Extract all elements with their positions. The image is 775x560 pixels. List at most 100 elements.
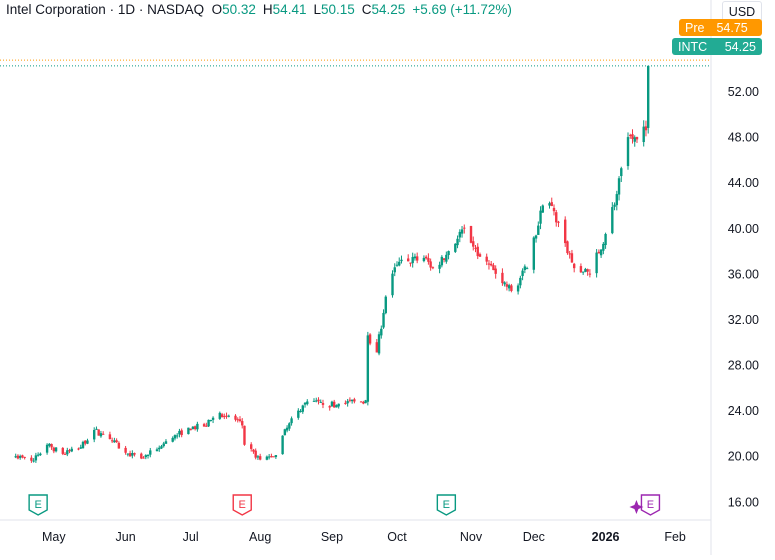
candle-body — [285, 427, 289, 431]
earnings-marker[interactable]: E — [436, 494, 457, 516]
candle-body — [415, 256, 419, 261]
x-tick-label: Oct — [387, 530, 407, 544]
legend-header: Intel Corporation · 1D · NASDAQ O 50.32 … — [6, 2, 512, 17]
candle-body — [332, 401, 336, 408]
candle-body — [572, 263, 576, 269]
change-value: +5.69 (+11.72%) — [412, 2, 512, 17]
candle-body — [458, 231, 461, 238]
y-tick-label: 24.00 — [728, 404, 759, 418]
y-tick-label: 40.00 — [728, 222, 759, 236]
candle-body — [438, 264, 441, 269]
candle-body — [366, 335, 370, 402]
candle-body — [427, 258, 430, 262]
candle-body — [39, 453, 42, 456]
candle-body — [223, 416, 226, 418]
candle-body — [611, 207, 614, 234]
candle-body — [283, 429, 287, 436]
last-price-tag: INTC 54.25 — [672, 38, 762, 55]
candle-body — [395, 264, 399, 266]
pre-market-label: Pre — [685, 20, 705, 35]
candle-body — [140, 453, 143, 459]
candle-body — [272, 456, 275, 458]
candle-body — [642, 126, 645, 143]
candle-body — [21, 455, 24, 458]
candle-body — [84, 440, 87, 444]
earnings-marker[interactable]: E — [28, 494, 48, 516]
candle-body — [472, 241, 475, 247]
candle-body — [615, 194, 618, 206]
candle-body — [469, 226, 473, 243]
candle-body — [613, 204, 616, 207]
candle-body — [633, 137, 636, 142]
high-label: H — [262, 2, 273, 17]
candle-body — [189, 428, 192, 431]
candle-body — [178, 430, 181, 435]
candle-body — [180, 430, 183, 436]
candle-body — [202, 424, 206, 427]
y-tick-label: 28.00 — [728, 359, 759, 373]
candle-body — [193, 426, 197, 430]
candle-body — [297, 410, 300, 418]
candle-body — [256, 456, 260, 458]
currency-button[interactable]: USD — [722, 1, 762, 23]
close-value: 54.25 — [371, 2, 406, 17]
candle-body — [368, 334, 372, 344]
candle-body — [238, 419, 242, 422]
candle-body — [146, 454, 150, 456]
candle-body — [70, 448, 73, 452]
candle-body — [110, 440, 114, 442]
candle-body — [595, 252, 598, 274]
candle-body — [581, 271, 585, 273]
candle-body — [126, 453, 130, 455]
candle-body — [557, 221, 560, 223]
candle-body — [359, 401, 363, 403]
earnings-marker-label: E — [443, 499, 450, 511]
candle-body — [299, 411, 302, 413]
candle-body — [330, 401, 334, 407]
candle-body — [400, 259, 403, 262]
candle-body — [631, 134, 634, 140]
candle-body — [115, 440, 118, 443]
y-tick-label: 16.00 — [728, 495, 759, 509]
candle-body — [537, 225, 540, 235]
x-tick-label: Feb — [664, 530, 686, 544]
candle-body — [525, 268, 529, 270]
candle-body — [620, 168, 623, 177]
candle-body — [474, 247, 477, 249]
candle-body — [81, 441, 85, 449]
candle-body — [61, 448, 65, 454]
candle-body — [337, 403, 340, 407]
candle-body — [258, 456, 262, 460]
x-tick-label: 2026 — [592, 530, 620, 544]
earnings-marker[interactable]: E — [629, 494, 661, 516]
candle-body — [564, 219, 567, 244]
candle-body — [54, 447, 58, 452]
candle-body — [407, 258, 410, 262]
candle-body — [34, 455, 38, 461]
candle-body — [440, 256, 444, 266]
pre-market-tag: Pre 54.75 — [679, 19, 762, 36]
x-tick-label: Nov — [460, 530, 483, 544]
candle-body — [303, 402, 307, 405]
earnings-marker[interactable]: E — [232, 494, 252, 516]
candle-body — [534, 235, 538, 239]
candle-body — [505, 284, 509, 287]
candle-body — [117, 442, 121, 449]
high-value: 54.41 — [272, 2, 307, 17]
candle-body — [566, 241, 569, 254]
candle-body — [353, 399, 356, 402]
candle-body — [597, 251, 601, 254]
candle-body — [66, 450, 69, 455]
y-tick-label: 32.00 — [728, 313, 759, 327]
candle-body — [507, 285, 511, 289]
candle-body — [254, 450, 257, 458]
open-label: O — [211, 2, 223, 17]
candle-body — [384, 296, 387, 314]
candle-body — [142, 457, 145, 459]
candle-body — [270, 456, 273, 458]
candle-body — [617, 178, 621, 195]
candle-body — [241, 421, 244, 426]
candle-body — [456, 238, 459, 246]
